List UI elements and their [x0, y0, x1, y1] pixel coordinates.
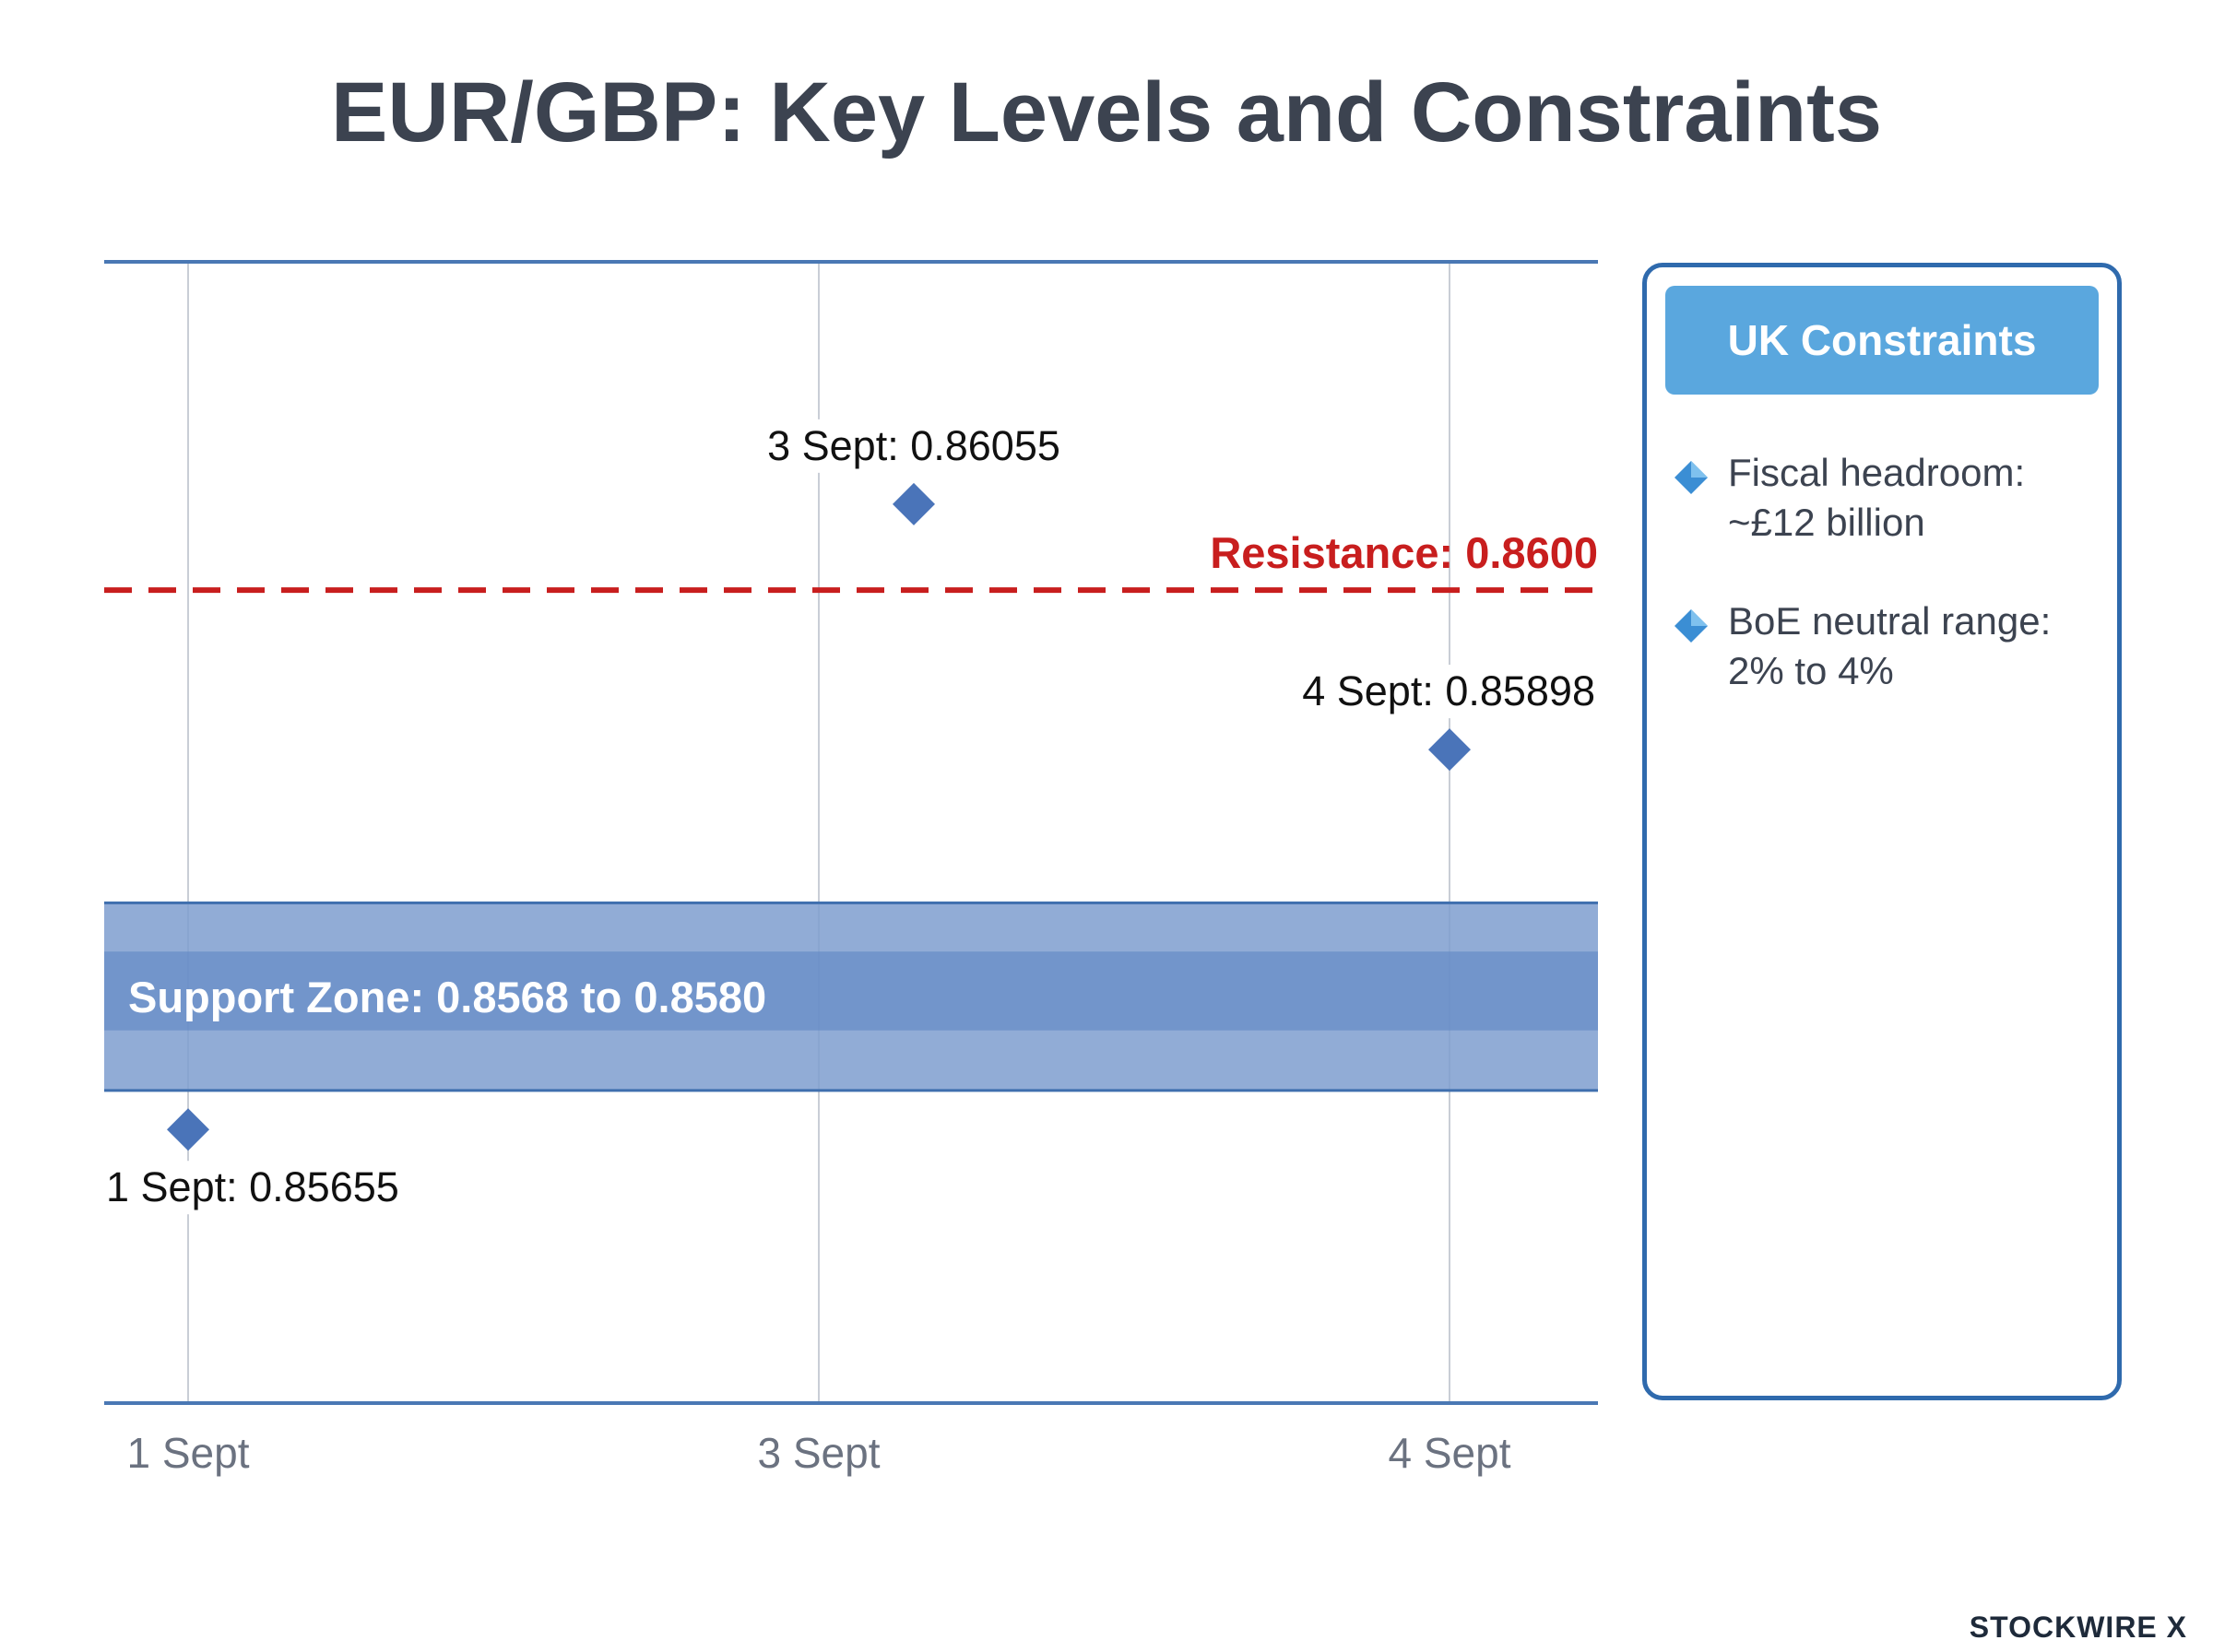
- data-point-marker: [167, 1108, 209, 1151]
- panel-item-line2: ~£12 billion: [1728, 501, 1925, 544]
- data-point-label: 4 Sept: 0.85898: [1302, 667, 1595, 714]
- panel-header: UK Constraints: [1665, 286, 2099, 395]
- brand-logo: STOCKWIRE X: [1969, 1611, 2187, 1644]
- data-point-marker: [893, 482, 935, 525]
- uk-constraints-panel: UK Constraints Fiscal headroom: ~£12 bil…: [1642, 263, 2122, 1400]
- support-zone-core: [104, 951, 1598, 1031]
- data-point-marker: [1428, 728, 1471, 772]
- panel-item-line1: Fiscal headroom:: [1728, 451, 2026, 494]
- panel-item-fiscal: Fiscal headroom: ~£12 billion: [1675, 448, 2099, 548]
- x-tick-label: 1 Sept: [127, 1429, 250, 1477]
- diamond-bullet-icon: [1675, 461, 1708, 494]
- data-label-backdrop: [102, 1161, 427, 1215]
- panel-item-line1: BoE neutral range:: [1728, 599, 2052, 643]
- support-zone-label: Support Zone: 0.8568 to 0.8580: [128, 973, 766, 1021]
- data-label-backdrop: [752, 419, 1077, 473]
- x-tick-label: 3 Sept: [758, 1429, 881, 1477]
- resistance-label: Resistance: 0.8600: [1210, 528, 1598, 577]
- panel-item-line2: 2% to 4%: [1728, 649, 1894, 692]
- x-tick-label: 4 Sept: [1389, 1429, 1511, 1477]
- diamond-bullet-icon: [1675, 609, 1708, 643]
- panel-item-boe: BoE neutral range: 2% to 4%: [1675, 596, 2099, 696]
- page-title: EUR/GBP: Key Levels and Constraints: [331, 65, 1882, 159]
- data-point-label: 3 Sept: 0.86055: [767, 422, 1060, 469]
- data-label-backdrop: [1272, 665, 1597, 719]
- data-point-label: 1 Sept: 0.85655: [106, 1163, 399, 1210]
